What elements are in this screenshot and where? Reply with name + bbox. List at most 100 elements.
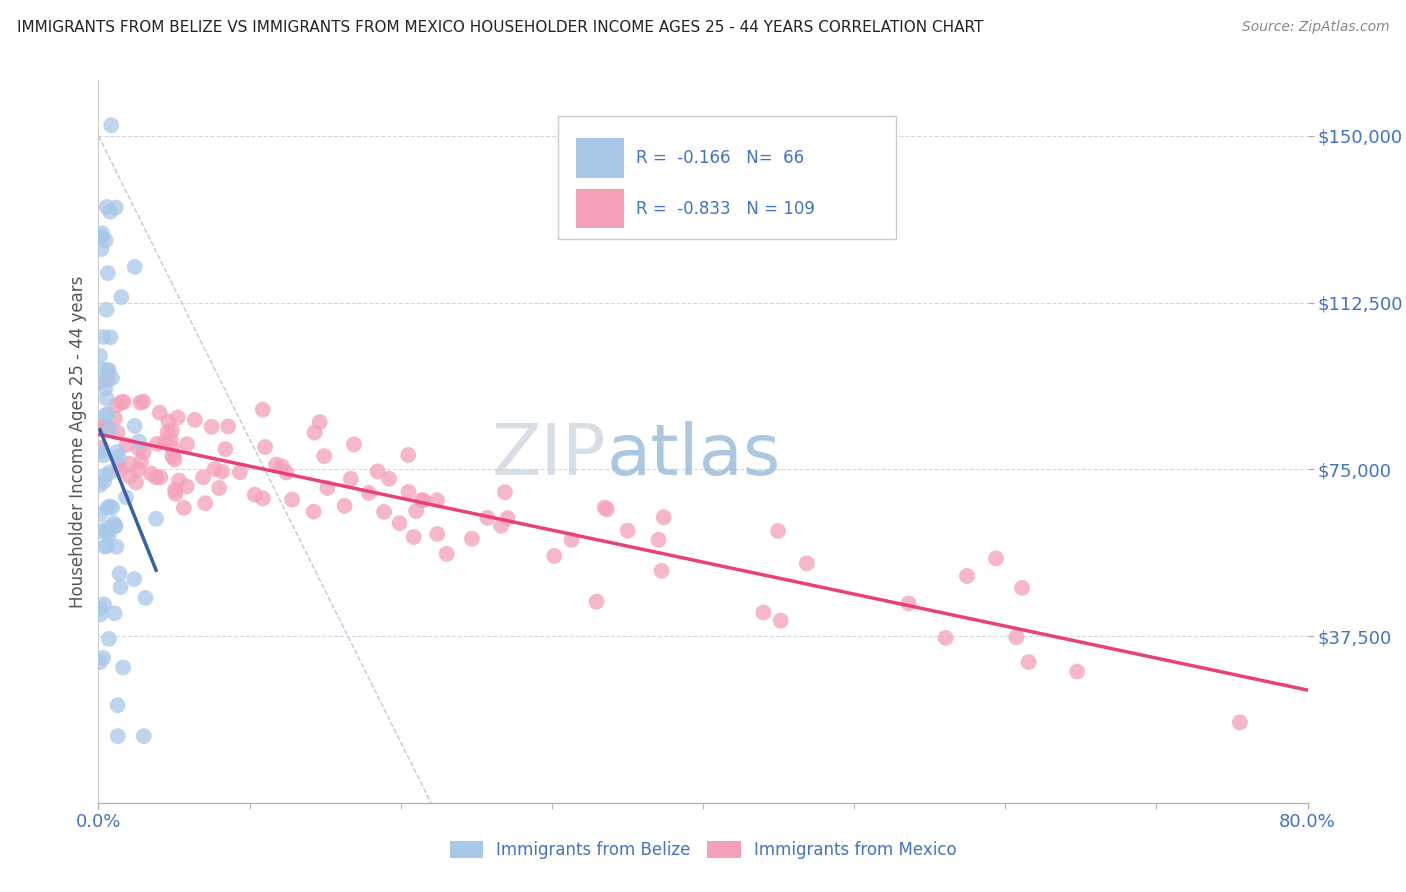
Point (984, 551, 1007, 566)
Point (134, 591, 156, 605)
Point (160, 424, 183, 438)
Text: atlas: atlas (606, 422, 780, 491)
Point (107, 425, 129, 440)
Point (105, 445, 128, 459)
Point (163, 452, 186, 467)
FancyBboxPatch shape (558, 116, 897, 239)
Point (752, 606, 775, 620)
Point (373, 505, 395, 519)
Point (766, 524, 789, 538)
Point (111, 395, 134, 409)
Point (276, 466, 298, 480)
Text: R =  -0.833   N = 109: R = -0.833 N = 109 (637, 200, 815, 218)
Point (477, 510, 499, 524)
Point (125, 475, 148, 490)
Point (104, 519, 127, 533)
Point (461, 532, 484, 546)
Point (108, 566, 131, 581)
Point (1018, 655, 1040, 669)
Point (96, 200, 118, 214)
Point (97, 266, 120, 280)
Point (412, 493, 434, 508)
Point (118, 469, 141, 483)
Point (426, 493, 449, 508)
Point (96, 500, 118, 515)
Point (160, 441, 183, 455)
Point (96, 392, 118, 406)
Point (308, 415, 330, 429)
Point (115, 490, 138, 504)
Point (596, 502, 619, 516)
Point (101, 500, 124, 515)
Point (100, 118, 122, 132)
Point (97, 632, 120, 646)
Point (1229, 715, 1251, 730)
Text: IMMIGRANTS FROM BELIZE VS IMMIGRANTS FROM MEXICO HOUSEHOLDER INCOME AGES 25 - 44: IMMIGRANTS FROM BELIZE VS IMMIGRANTS FRO… (17, 20, 983, 35)
Point (90, 607, 112, 622)
Point (105, 540, 128, 554)
Point (91, 651, 114, 665)
Point (304, 425, 326, 440)
Point (496, 511, 519, 525)
Point (90, 441, 112, 455)
Point (94, 381, 117, 395)
Point (652, 510, 675, 524)
Point (98, 466, 121, 480)
Point (89, 507, 111, 521)
Point (204, 462, 226, 476)
Point (343, 437, 366, 451)
Point (489, 518, 512, 533)
Point (543, 549, 565, 563)
Point (647, 533, 669, 547)
Point (104, 607, 127, 621)
Point (104, 518, 127, 533)
Point (90, 242, 112, 256)
Point (378, 472, 401, 486)
Point (281, 492, 304, 507)
Point (254, 440, 277, 454)
Point (90, 227, 112, 241)
Point (89, 375, 111, 389)
Point (165, 487, 187, 501)
Point (302, 505, 325, 519)
Point (402, 530, 425, 544)
Point (243, 488, 266, 502)
Point (100, 330, 122, 344)
Point (89, 478, 111, 492)
Point (560, 533, 582, 547)
Legend: Immigrants from Belize, Immigrants from Mexico: Immigrants from Belize, Immigrants from … (450, 841, 956, 860)
Point (271, 459, 294, 474)
Point (97, 363, 120, 377)
Point (173, 500, 195, 515)
Point (208, 481, 231, 495)
Point (184, 413, 207, 427)
Point (229, 465, 252, 479)
Point (956, 569, 979, 583)
Point (1005, 630, 1028, 644)
Point (167, 474, 190, 488)
Point (104, 201, 127, 215)
Point (97, 364, 120, 378)
Point (436, 547, 458, 561)
Point (145, 512, 167, 526)
Point (93, 449, 115, 463)
Point (96, 302, 118, 317)
Point (94, 468, 117, 483)
Point (769, 614, 792, 628)
Point (89, 524, 111, 538)
Point (264, 458, 287, 472)
Point (132, 729, 155, 743)
Point (93, 597, 115, 611)
Point (616, 524, 638, 538)
Point (110, 580, 132, 594)
Point (97, 528, 120, 542)
Point (159, 433, 181, 447)
Point (411, 493, 433, 508)
Point (494, 485, 516, 500)
Point (149, 406, 172, 420)
Point (96, 521, 118, 535)
Point (91, 363, 114, 377)
Point (94, 408, 117, 422)
Point (91, 444, 114, 458)
Point (124, 419, 146, 434)
